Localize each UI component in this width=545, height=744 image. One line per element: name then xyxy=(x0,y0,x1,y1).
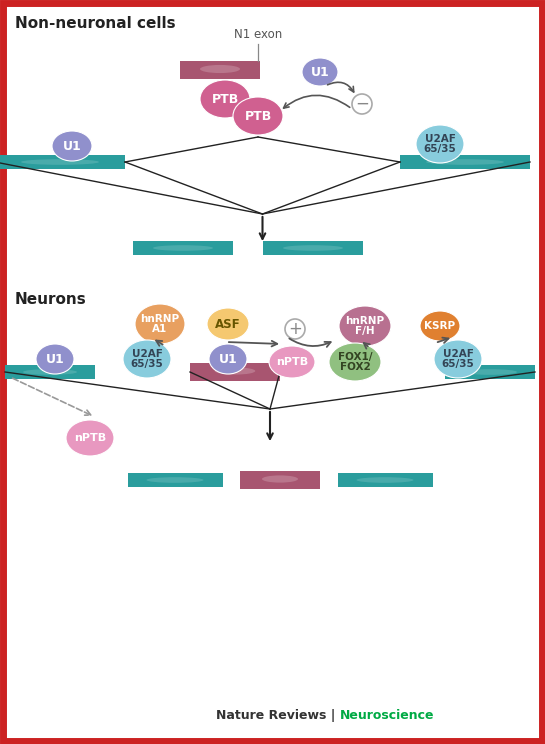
Ellipse shape xyxy=(135,304,185,344)
Ellipse shape xyxy=(329,343,381,381)
Text: U1: U1 xyxy=(46,353,64,365)
Text: ASF: ASF xyxy=(215,318,241,330)
Text: KSRP: KSRP xyxy=(425,321,456,331)
Ellipse shape xyxy=(66,420,114,456)
Ellipse shape xyxy=(420,311,460,341)
FancyBboxPatch shape xyxy=(445,365,535,379)
Text: Neuroscience: Neuroscience xyxy=(340,709,434,722)
Circle shape xyxy=(352,94,372,114)
Ellipse shape xyxy=(207,308,249,340)
Ellipse shape xyxy=(262,475,298,483)
FancyBboxPatch shape xyxy=(337,473,433,487)
Ellipse shape xyxy=(269,346,315,378)
Text: nPTB: nPTB xyxy=(74,433,106,443)
Ellipse shape xyxy=(147,477,203,483)
Text: U2AF
65/35: U2AF 65/35 xyxy=(131,349,163,370)
Ellipse shape xyxy=(36,344,74,374)
Text: U1: U1 xyxy=(63,140,81,153)
Text: Neurons: Neurons xyxy=(15,292,87,307)
Ellipse shape xyxy=(153,246,213,251)
Text: PTB: PTB xyxy=(211,92,239,106)
FancyBboxPatch shape xyxy=(240,471,320,489)
Text: hnRNP
A1: hnRNP A1 xyxy=(141,314,179,334)
Ellipse shape xyxy=(123,340,171,378)
FancyBboxPatch shape xyxy=(128,473,222,487)
Ellipse shape xyxy=(200,80,250,118)
Ellipse shape xyxy=(339,306,391,346)
Text: U1: U1 xyxy=(311,65,329,79)
Ellipse shape xyxy=(23,369,77,375)
Ellipse shape xyxy=(215,368,255,374)
Ellipse shape xyxy=(200,65,240,73)
Circle shape xyxy=(285,319,305,339)
Text: nPTB: nPTB xyxy=(276,357,308,367)
Text: +: + xyxy=(288,320,302,338)
FancyArrowPatch shape xyxy=(328,83,354,92)
FancyBboxPatch shape xyxy=(5,365,95,379)
Text: Nature Reviews |: Nature Reviews | xyxy=(216,709,340,722)
FancyBboxPatch shape xyxy=(263,241,363,255)
Text: U2AF
65/35: U2AF 65/35 xyxy=(423,134,456,155)
FancyBboxPatch shape xyxy=(133,241,233,255)
Ellipse shape xyxy=(52,131,92,161)
Ellipse shape xyxy=(209,344,247,374)
FancyBboxPatch shape xyxy=(400,155,530,169)
FancyArrowPatch shape xyxy=(283,95,350,108)
Ellipse shape xyxy=(233,97,283,135)
Text: PTB: PTB xyxy=(244,109,271,123)
Text: Non-neuronal cells: Non-neuronal cells xyxy=(15,16,175,31)
FancyBboxPatch shape xyxy=(190,363,280,381)
Text: U2AF
65/35: U2AF 65/35 xyxy=(441,349,474,370)
FancyBboxPatch shape xyxy=(0,155,125,169)
Ellipse shape xyxy=(356,477,414,483)
Ellipse shape xyxy=(21,159,99,165)
Ellipse shape xyxy=(434,340,482,378)
Ellipse shape xyxy=(463,369,517,375)
FancyBboxPatch shape xyxy=(3,3,542,741)
FancyBboxPatch shape xyxy=(180,61,260,79)
Text: hnRNP
F/H: hnRNP F/H xyxy=(346,315,385,336)
Text: N1 exon: N1 exon xyxy=(234,28,282,41)
Text: −: − xyxy=(355,95,369,113)
Text: U1: U1 xyxy=(219,353,238,365)
Text: FOX1/
FOX2: FOX1/ FOX2 xyxy=(338,352,372,373)
Ellipse shape xyxy=(426,159,504,165)
FancyArrowPatch shape xyxy=(289,339,331,347)
Ellipse shape xyxy=(283,246,343,251)
Ellipse shape xyxy=(416,125,464,163)
Ellipse shape xyxy=(302,58,338,86)
